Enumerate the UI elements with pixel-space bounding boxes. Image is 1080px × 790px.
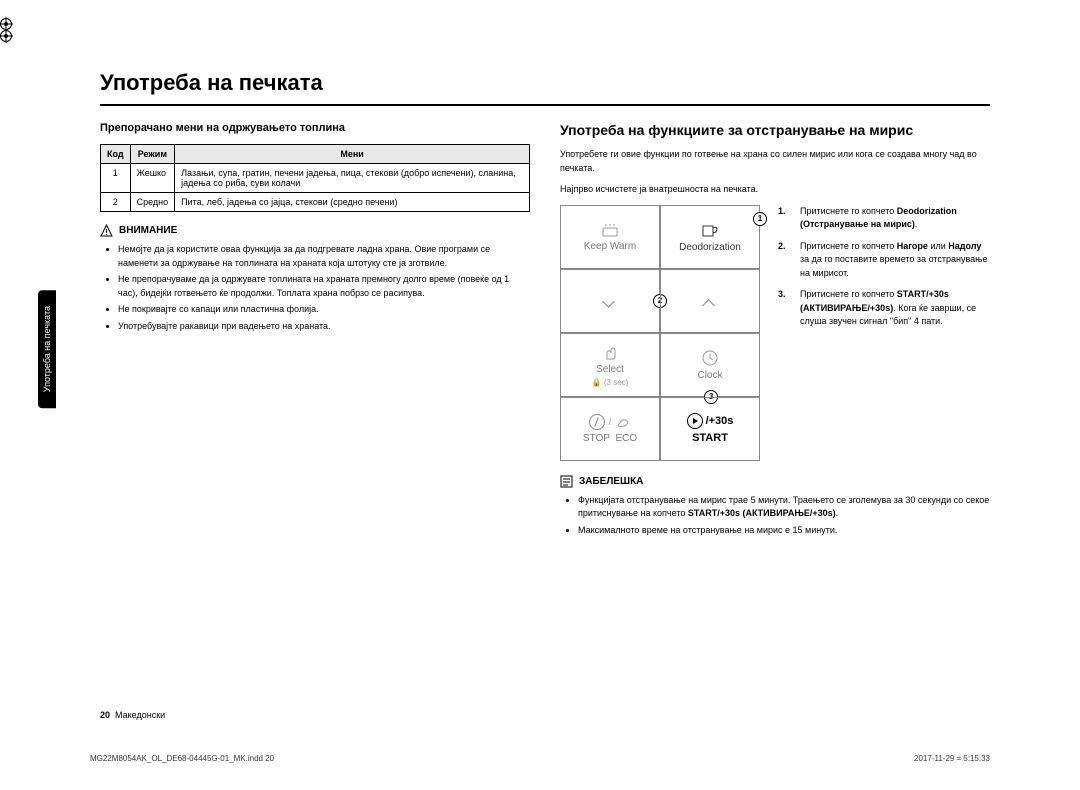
step-2: 2. Притиснете го копчето Нагоре или Надо…	[778, 240, 990, 281]
left-column: Препорачано мени на одржувањето топлина …	[100, 122, 530, 540]
select-button: Select 🔒 (3 sec)	[560, 333, 660, 397]
plus30-label: /+30s	[706, 415, 734, 427]
stop-eco-button: / STOP ECO	[560, 397, 660, 461]
note-list: Функцијата отстранување на мирис трае 5 …	[560, 494, 990, 538]
list-item: Функцијата отстранување на мирис трае 5 …	[578, 494, 990, 521]
recommended-menu-heading: Препорачано мени на одржувањето топлина	[100, 122, 530, 134]
cell-code: 1	[101, 164, 131, 193]
note-heading: ЗАБЕЛЕШКА	[560, 475, 990, 488]
start-label: START	[692, 432, 728, 444]
clock-button: Clock 3	[660, 333, 760, 397]
stop-eco-label: STOP ECO	[583, 433, 637, 444]
table-row: 2 Средно Пита, леб, јадења со јајца, сте…	[101, 193, 530, 212]
list-item: Не покривајте со капаци или пластична фо…	[118, 303, 530, 317]
attention-label: ВНИМАНИЕ	[119, 225, 177, 236]
th-code: Код	[101, 145, 131, 164]
down-button: 2	[560, 269, 660, 333]
intro-text-1: Употребете ги овие функции по готвење на…	[560, 148, 990, 175]
step-text: Притиснете го копчето START/+30s (АКТИВИ…	[800, 288, 990, 329]
list-item: Немојте да ја користите оваа функција за…	[118, 243, 530, 270]
hand-icon	[601, 343, 619, 361]
page-container: Употреба на печката Препорачано мени на …	[50, 30, 1030, 760]
chevron-down-icon	[601, 295, 619, 307]
cell-menu: Лазањи, супа, гратин, печени јадења, пиц…	[175, 164, 530, 193]
up-button	[660, 269, 760, 333]
deodorization-section-title: Употреба на функциите за отстранување на…	[560, 122, 990, 138]
steps-list: 1. Притиснете го копчето Deodorization (…	[778, 205, 990, 337]
deodorization-button: Deodorization 1	[660, 205, 760, 269]
cell-menu: Пита, леб, јадења со јајца, стекови (сре…	[175, 193, 530, 212]
table-row: 1 Жешко Лазањи, супа, гратин, печени јад…	[101, 164, 530, 193]
list-item: Максималното време на отстранување на ми…	[578, 524, 990, 538]
select-label: Select	[596, 364, 624, 375]
page-language: Македонски	[115, 710, 165, 720]
page-number: 20	[100, 710, 110, 720]
cell-mode: Жешко	[130, 164, 175, 193]
keep-warm-icon	[600, 222, 620, 238]
th-mode: Режим	[130, 145, 175, 164]
print-footer: MG22M8054AK_OL_DE68-04445G-01_MK.indd 20…	[90, 754, 990, 764]
step-3: 3. Притиснете го копчето START/+30s (АКТ…	[778, 288, 990, 329]
clock-label: Clock	[697, 370, 722, 381]
deodorization-label: Deodorization	[679, 242, 741, 253]
attention-heading: ! ВНИМАНИЕ	[100, 224, 530, 237]
list-item: Употребувајте ракавици при вадењето на х…	[118, 320, 530, 334]
note-label: ЗАБЕЛЕШКА	[579, 476, 643, 487]
cell-mode: Средно	[130, 193, 175, 212]
menu-table: Код Режим Мени 1 Жешко Лазањи, супа, гра…	[100, 144, 530, 212]
warning-icon: !	[100, 224, 113, 237]
stop-icon	[589, 414, 605, 430]
cell-code: 2	[101, 193, 131, 212]
svg-text:!: !	[105, 228, 108, 237]
keep-warm-button: Keep Warm	[560, 205, 660, 269]
deodorization-icon	[700, 221, 720, 239]
callout-badge-1: 1	[753, 212, 767, 226]
note-icon	[560, 475, 573, 488]
step-number: 1.	[778, 205, 792, 232]
step-number: 2.	[778, 240, 792, 281]
play-icon	[687, 413, 703, 429]
print-timestamp: 2017-11-29 ⌗ 5:15:33	[914, 754, 990, 764]
chevron-up-icon	[701, 295, 719, 307]
right-column: Употреба на функциите за отстранување на…	[560, 122, 990, 540]
select-sublabel: 🔒 (3 sec)	[592, 378, 629, 387]
attention-list: Немојте да ја користите оваа функција за…	[100, 243, 530, 333]
keep-warm-label: Keep Warm	[584, 241, 636, 252]
step-text: Притиснете го копчето Нагоре или Надолу …	[800, 240, 990, 281]
step-text: Притиснете го копчето Deodorization (Отс…	[800, 205, 990, 232]
th-menu: Мени	[175, 145, 530, 164]
list-item: Не препорачуваме да ја одржувате топлина…	[118, 273, 530, 300]
intro-text-2: Најпрво исчистете ја внатрешноста на печ…	[560, 183, 990, 197]
control-panel-illustration: Keep Warm Deodorization 1 2	[560, 205, 760, 461]
eco-icon	[615, 414, 631, 430]
page-title: Употреба на печката	[100, 70, 990, 106]
start-button: /+30s START	[660, 397, 760, 461]
clock-icon	[701, 349, 719, 367]
indd-filename: MG22M8054AK_OL_DE68-04445G-01_MK.indd 20	[90, 754, 274, 764]
step-number: 3.	[778, 288, 792, 329]
page-number-block: 20 Македонски	[100, 710, 165, 720]
step-1: 1. Притиснете го копчето Deodorization (…	[778, 205, 990, 232]
